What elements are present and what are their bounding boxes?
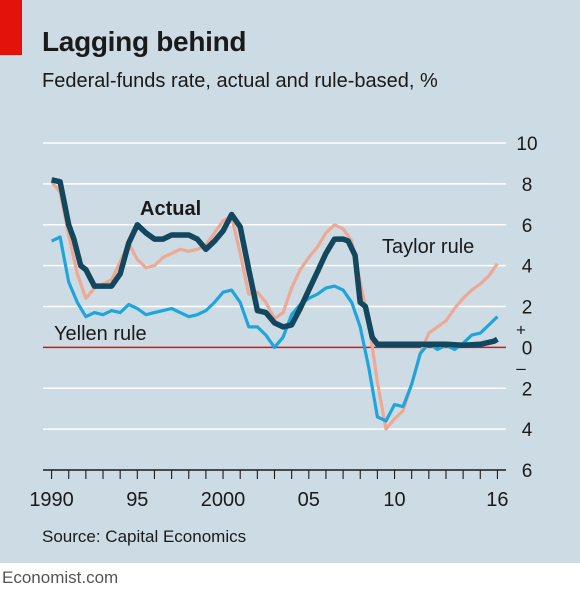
annotation-actual: Actual [140, 198, 201, 220]
negative-sign-label: – [516, 358, 526, 377]
y-tick-label: 2 [522, 379, 533, 400]
y-tick-label: 8 [522, 175, 533, 196]
x-tick-label: 16 [486, 489, 508, 511]
series-lines [50, 177, 499, 431]
brand-red-tab [0, 0, 22, 55]
x-axis: 1990 95 2000 05 10 16 [29, 469, 509, 511]
y-tick-label: 6 [522, 216, 533, 237]
y-tick-label: 0 [522, 338, 533, 359]
y-axis-labels: 10 8 6 4 2 0 2 4 6 + – [516, 134, 538, 482]
positive-sign-label: + [516, 320, 526, 339]
y-tick-label: 10 [516, 134, 537, 155]
annotation-yellen: Yellen rule [54, 323, 147, 345]
series-annotations: Actual Taylor rule Yellen rule [54, 198, 474, 345]
y-tick-label: 2 [522, 298, 533, 319]
source-note: Source: Capital Economics [42, 527, 247, 546]
series-line-taylor [50, 180, 499, 431]
line-chart: 10 8 6 4 2 0 2 4 6 + – 1990 95 2000 05 10 16 Actual Tayl… [29, 134, 538, 511]
y-tick-label: 6 [522, 461, 533, 482]
x-tick-label: 05 [298, 489, 320, 511]
brand-footer: Economist.com [2, 568, 119, 587]
series-line-actual [50, 177, 499, 349]
series-line-yellen [50, 235, 499, 423]
chart-title: Lagging behind [42, 26, 247, 57]
x-tick-label: 95 [126, 489, 148, 511]
chart-subtitle: Federal-funds rate, actual and rule-base… [42, 70, 438, 92]
y-tick-label: 4 [522, 420, 533, 441]
x-tick-label: 2000 [201, 489, 246, 511]
annotation-taylor: Taylor rule [382, 236, 474, 258]
y-tick-label: 4 [522, 257, 533, 278]
x-tick-label: 1990 [29, 489, 74, 511]
x-tick-label: 10 [383, 489, 405, 511]
